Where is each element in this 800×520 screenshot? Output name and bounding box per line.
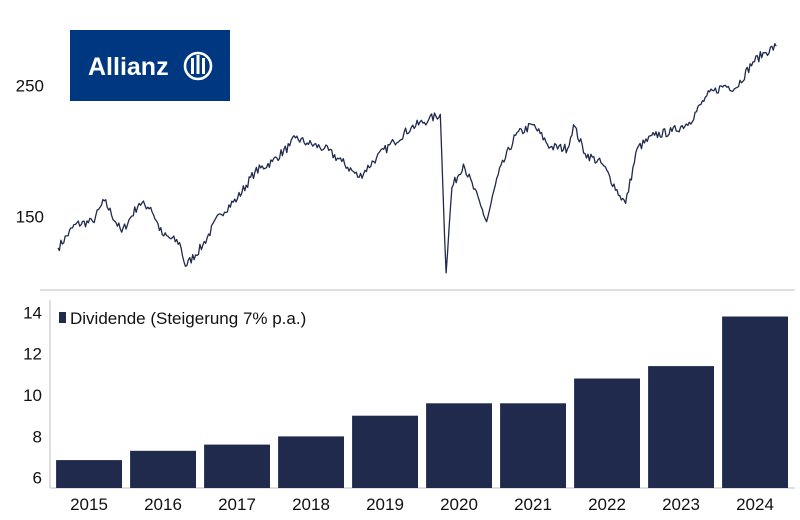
allianz-eagle-icon bbox=[183, 51, 213, 81]
dividend-bar-2021 bbox=[500, 403, 566, 488]
dividend-bar-2018 bbox=[278, 436, 344, 488]
bar-x-tick-label: 2023 bbox=[662, 495, 700, 514]
dividend-bar-2022 bbox=[574, 378, 640, 488]
allianz-logo: Allianz bbox=[70, 30, 230, 101]
bar-x-tick-label: 2018 bbox=[292, 495, 330, 514]
dividend-bar-2019 bbox=[352, 415, 418, 488]
bar-y-tick-label: 10 bbox=[23, 386, 42, 405]
dividend-bar-2023 bbox=[648, 366, 714, 488]
dividend-bar-2017 bbox=[204, 444, 270, 488]
dividend-bar-2015 bbox=[56, 460, 122, 488]
legend-label: Dividende (Steigerung 7% p.a.) bbox=[70, 309, 306, 328]
price-y-tick-label: 250 bbox=[16, 77, 44, 96]
bar-y-tick-label: 6 bbox=[33, 469, 42, 488]
bar-y-axis: 6 8 10 12 14 bbox=[23, 303, 42, 487]
legend: Dividende (Steigerung 7% p.a.) bbox=[59, 309, 306, 328]
dividend-bar-panel: 6 8 10 12 14 2015 2016 2017 2018 2019 2020 2021 202… bbox=[23, 300, 795, 514]
bar-x-tick-label: 2017 bbox=[218, 495, 256, 514]
bar-x-tick-label: 2024 bbox=[736, 495, 774, 514]
logo-text: Allianz bbox=[88, 53, 169, 81]
price-line-panel: 150 250 bbox=[16, 43, 777, 274]
bar-x-tick-label: 2020 bbox=[440, 495, 478, 514]
bar-y-tick-label: 12 bbox=[23, 345, 42, 364]
bar-x-tick-label: 2021 bbox=[514, 495, 552, 514]
price-line-series bbox=[57, 43, 777, 274]
bar-x-tick-label: 2016 bbox=[144, 495, 182, 514]
dividend-bar-2020 bbox=[426, 403, 492, 488]
price-y-tick-label: 150 bbox=[16, 208, 44, 227]
legend-swatch bbox=[59, 312, 66, 323]
bar-x-tick-label: 2022 bbox=[588, 495, 626, 514]
bar-y-tick-label: 14 bbox=[23, 303, 42, 322]
bar-x-axis: 2015 2016 2017 2018 2019 2020 2021 2022 2023 2024 bbox=[70, 495, 774, 514]
dividend-bars bbox=[56, 316, 788, 488]
dividend-bar-2024 bbox=[722, 316, 788, 488]
dividend-bar-2016 bbox=[130, 450, 196, 488]
bar-y-tick-label: 8 bbox=[33, 427, 42, 446]
price-y-axis: 150 250 bbox=[16, 77, 44, 227]
bar-x-tick-label: 2019 bbox=[366, 495, 404, 514]
bar-x-tick-label: 2015 bbox=[70, 495, 108, 514]
